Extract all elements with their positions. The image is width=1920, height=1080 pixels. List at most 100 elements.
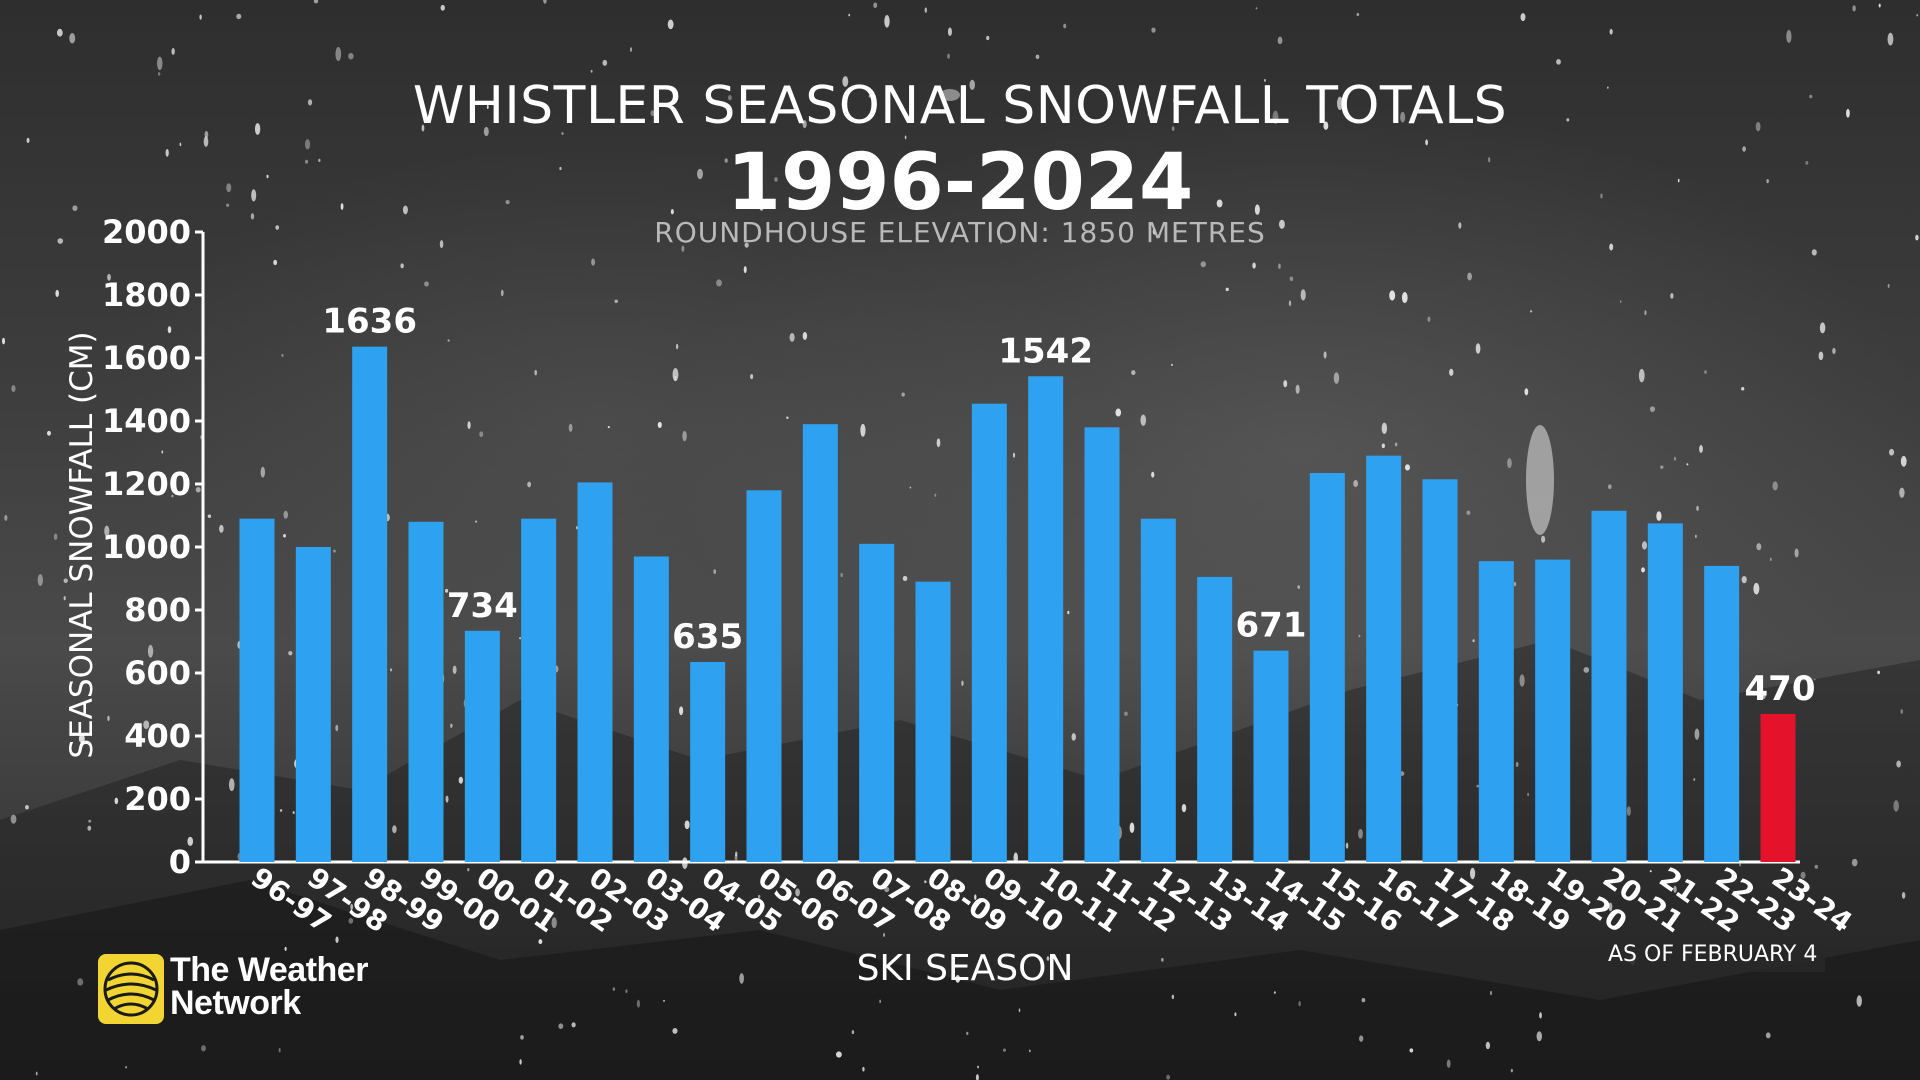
snowflake [1173,97,1177,104]
bar-15-16 [1309,472,1345,862]
snowflake [278,1048,281,1053]
snowflake [161,450,164,454]
snowflake [1541,535,1546,543]
snowflake [187,836,194,846]
snowflake [1813,678,1816,681]
snowflake [1151,27,1156,33]
snowflake [1298,1001,1301,1007]
snowflake [568,423,573,432]
globe-icon [98,954,164,1024]
snowflake [975,1074,979,1080]
snowflake [630,47,632,52]
snowflake [1277,36,1283,45]
bar-00-01 [464,630,500,862]
bar-20-21 [1591,510,1627,862]
snowflake [165,148,169,157]
snowflake [284,946,287,951]
snowflake [1288,300,1292,307]
snowflake [171,48,175,55]
snowflake [389,668,393,672]
snowflake [53,533,58,540]
snowflake [860,423,866,437]
snowflake [1252,262,1256,269]
bar-22-23 [1704,565,1740,862]
snowflake [862,1066,865,1072]
snowflake [204,131,209,139]
snowflake [292,811,295,815]
snowflake [1289,276,1294,282]
snowflake [1704,370,1707,374]
chart-year-range: 1996-2024 [726,138,1194,228]
snowflake [1152,228,1156,235]
snowflake [273,259,278,266]
snowflake [835,1051,842,1058]
snowflake [1018,1008,1021,1013]
snowflake [104,525,110,537]
snowflake [26,137,30,144]
snowflake [1446,1059,1451,1068]
snowflake [1264,78,1266,82]
bar-98-99 [352,346,388,862]
snowflake [527,481,532,488]
snowflake [520,1035,524,1040]
snowflake [716,279,722,287]
snowflake [11,385,16,393]
snowflake [1297,585,1301,589]
snowflake [69,33,76,44]
snowflake [207,514,212,519]
snowflake [57,238,64,244]
snowflake [909,486,912,489]
snowflake [1458,222,1462,229]
snowflake [1234,1012,1237,1017]
snowflake [1694,728,1700,740]
snowflake [1786,29,1792,43]
snowflake [883,933,886,937]
snowflake [1686,463,1689,466]
snowflake [283,510,288,519]
snowflake [275,225,280,230]
snowflake [590,69,593,73]
snowflake [543,0,547,4]
snowflake [1819,322,1826,334]
snowflake [1401,292,1408,304]
snowflake [1469,867,1476,880]
snowflake [966,1031,969,1036]
snowflake [663,999,665,1002]
y-tick-label: 1400 [102,402,191,440]
snowflake [1171,363,1173,367]
snowflake [467,421,471,429]
snowflake [873,2,878,9]
snowflake [1151,471,1155,478]
snowflake [1609,243,1614,251]
snowflake [1278,263,1281,269]
snowflake [955,975,961,983]
snowflake [739,973,744,984]
snowflake [1619,300,1622,303]
bar-99-00 [408,521,444,862]
snowflake [1901,892,1906,899]
snowflake [1877,670,1880,675]
bar-03-04 [633,556,669,862]
snowflake [591,258,596,266]
snowflake [1699,445,1703,453]
snowflake [1694,534,1697,538]
data-label-14-15: 671 [1236,606,1307,646]
snowflake [46,430,51,436]
snowflake [884,14,890,28]
snowflake [1273,991,1276,994]
snowflake [974,894,977,900]
y-tick-label: 200 [124,780,191,818]
snowflake [1012,452,1016,458]
y-tick-label: 1000 [102,528,191,566]
snowflake [2,337,6,345]
snowflake [1765,1032,1771,1039]
snowflake [219,524,224,533]
snowflake [1404,464,1410,471]
snowflake [735,851,738,857]
snowflake [1067,610,1070,615]
snowflake [1900,455,1907,467]
snowflake [1809,94,1813,99]
snowflake [1129,822,1135,834]
bar-14-15 [1253,650,1289,862]
snowflake [1225,287,1229,292]
